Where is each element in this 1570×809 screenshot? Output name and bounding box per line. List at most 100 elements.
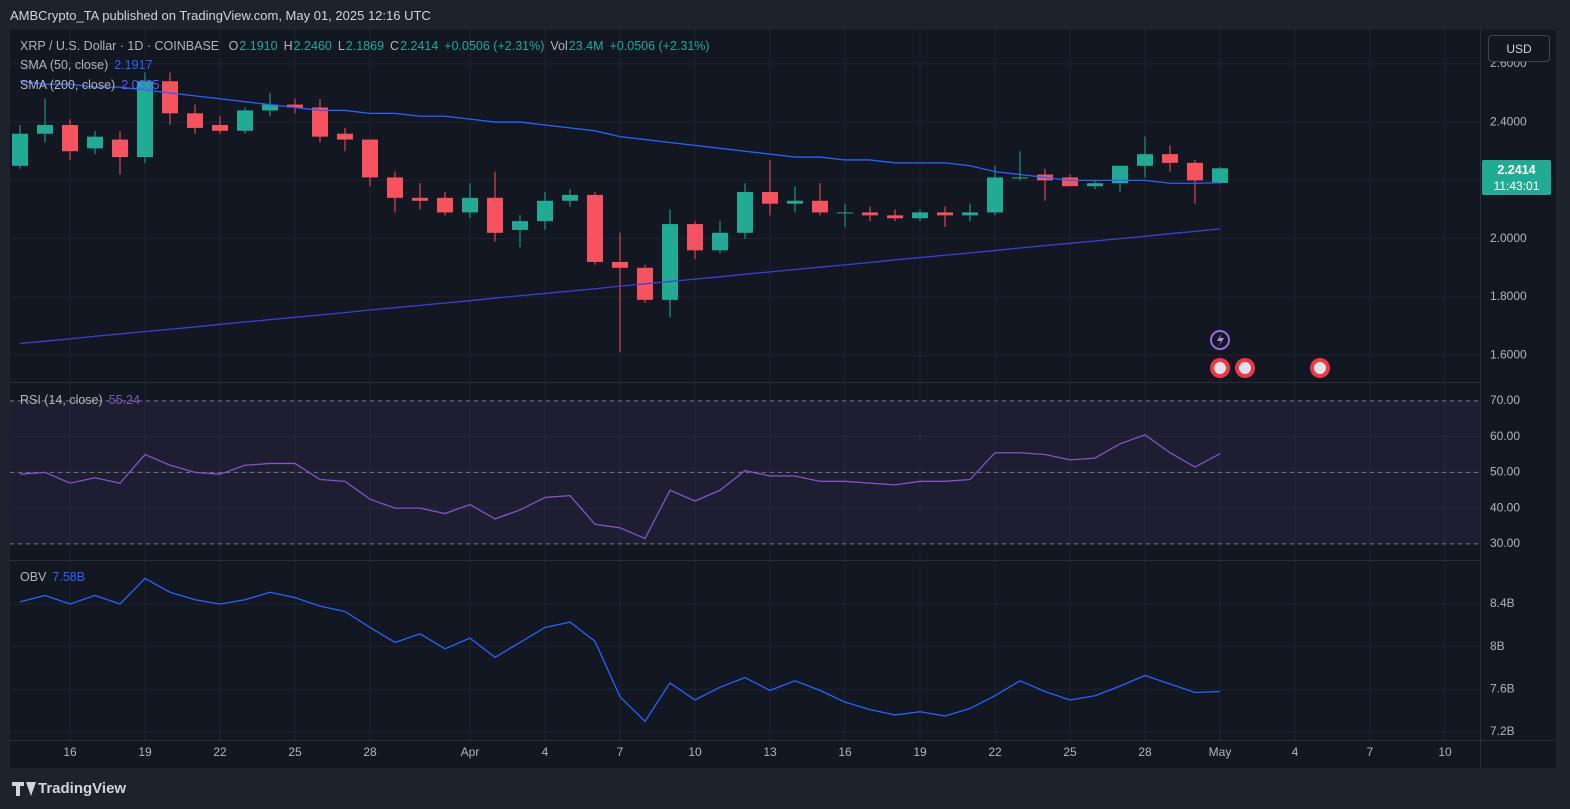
x-tick-label: 25 xyxy=(288,745,302,759)
candle-body xyxy=(137,81,153,158)
plot xyxy=(10,30,1480,740)
event-icon xyxy=(1314,362,1326,374)
obv-name: OBV xyxy=(20,570,47,584)
candle-body xyxy=(487,197,503,233)
candle-body xyxy=(412,197,428,201)
x-tick-label: 10 xyxy=(1438,745,1452,759)
y-tick-label: 2.4000 xyxy=(1490,114,1527,128)
candle-body xyxy=(987,177,1003,213)
legend-key: H xyxy=(283,39,293,53)
countdown: 11:43:01 xyxy=(1493,179,1540,193)
candle-body xyxy=(762,192,778,204)
candle-body xyxy=(112,139,128,158)
sma-line xyxy=(19,228,1221,345)
last-price-label: 2.2414 11:43:01 xyxy=(1482,160,1551,195)
candle-body xyxy=(562,194,578,201)
candle-body xyxy=(362,139,378,178)
candle-body xyxy=(162,81,178,114)
y-tick-label: 30.00 xyxy=(1490,536,1520,550)
x-tick-label: May xyxy=(1209,745,1232,759)
logo xyxy=(12,782,36,796)
candle-body xyxy=(187,113,203,128)
x-tick-label: 16 xyxy=(838,745,852,759)
candle-body xyxy=(887,215,903,219)
publish-note: AMBCrypto_TA published on TradingView.co… xyxy=(10,8,431,23)
y-tick-label: 8B xyxy=(1490,639,1505,653)
candle-body xyxy=(462,197,478,213)
y-tick-label: 1.8000 xyxy=(1490,289,1527,303)
y-tick-label: 8.4B xyxy=(1490,596,1515,610)
event-icons xyxy=(1210,330,1330,378)
candle-body xyxy=(312,107,328,137)
x-tick-label: 28 xyxy=(1138,745,1152,759)
candle-body xyxy=(87,136,103,149)
x-tick-label: Apr xyxy=(461,745,480,759)
candle-body xyxy=(1087,183,1103,187)
candle-body xyxy=(437,197,453,213)
legend-value: 2.1869 xyxy=(345,39,385,53)
legend-value: +0.0506 (+2.31%) xyxy=(609,39,710,53)
last-price: 2.2414 xyxy=(1497,163,1536,177)
candle-body xyxy=(837,212,853,214)
legend-key: O xyxy=(228,39,239,53)
candle-body xyxy=(1162,154,1178,163)
candle-body xyxy=(337,133,353,140)
x-tick-label: 19 xyxy=(913,745,927,759)
rsi-name: RSI (14, close) xyxy=(20,393,103,407)
y-tick-label: 70.00 xyxy=(1490,393,1520,407)
sma-value: 2.1917 xyxy=(114,58,153,72)
candle-body xyxy=(537,200,553,222)
legend-key: L xyxy=(337,39,345,53)
sma-line xyxy=(19,80,1221,184)
y-tick-label: 50.00 xyxy=(1490,465,1520,479)
legend-value: 23.4M xyxy=(568,39,604,53)
candle-body xyxy=(37,124,53,134)
event-icon xyxy=(1239,362,1251,374)
rsi-value: 55.24 xyxy=(108,393,140,407)
symbol: XRP / U.S. Dollar · 1D · COINBASE xyxy=(20,39,220,53)
candle-body xyxy=(737,192,753,233)
candle-body xyxy=(1187,162,1203,181)
candle-body xyxy=(862,212,878,216)
y-tick-label: 40.00 xyxy=(1490,500,1520,514)
candle-body xyxy=(237,110,253,131)
candle-body xyxy=(287,104,303,108)
obv-legend: OBV 7.58B xyxy=(20,570,91,584)
sma-legend: SMA (200, close) 2.0335 xyxy=(20,78,165,92)
y-tick-label: 2.0000 xyxy=(1490,231,1527,245)
sma-name: SMA (50, close) xyxy=(20,58,109,72)
x-tick-label: 28 xyxy=(363,745,377,759)
candle-body xyxy=(712,232,728,251)
candle-body xyxy=(587,194,603,262)
candle-body xyxy=(937,212,953,216)
x-tick-label: 13 xyxy=(763,745,777,759)
candle-body xyxy=(687,224,703,251)
price-legend: XRP / U.S. Dollar · 1D · COINBASE O2.191… xyxy=(20,39,716,53)
x-tick-label: 10 xyxy=(688,745,702,759)
candle-body xyxy=(612,261,628,268)
candle-body xyxy=(12,133,28,166)
legend-value: 2.2460 xyxy=(293,39,332,53)
legend-value: 2.1910 xyxy=(239,39,278,53)
x-tick-label: 4 xyxy=(1292,745,1299,759)
sma-legend: SMA (50, close) 2.1917 xyxy=(20,58,158,72)
candle-body xyxy=(62,124,78,152)
currency-button[interactable]: USD xyxy=(1488,35,1550,62)
y-tick-label: 7.2B xyxy=(1490,724,1515,738)
candle-body xyxy=(262,104,278,111)
y-tick-label: 7.6B xyxy=(1490,682,1515,696)
candle-body xyxy=(787,200,803,204)
event-icon xyxy=(1214,362,1226,374)
candle-body xyxy=(1062,177,1078,187)
event-icon xyxy=(1217,333,1224,347)
x-tick-label: 4 xyxy=(542,745,549,759)
legend-key: Vol xyxy=(550,39,568,53)
brand: TradingView xyxy=(38,780,127,797)
y-tick-label: 60.00 xyxy=(1490,429,1520,443)
candle-body xyxy=(962,212,978,216)
series-line xyxy=(19,434,1221,540)
candle-body xyxy=(662,224,678,300)
chart-background xyxy=(10,30,1556,768)
